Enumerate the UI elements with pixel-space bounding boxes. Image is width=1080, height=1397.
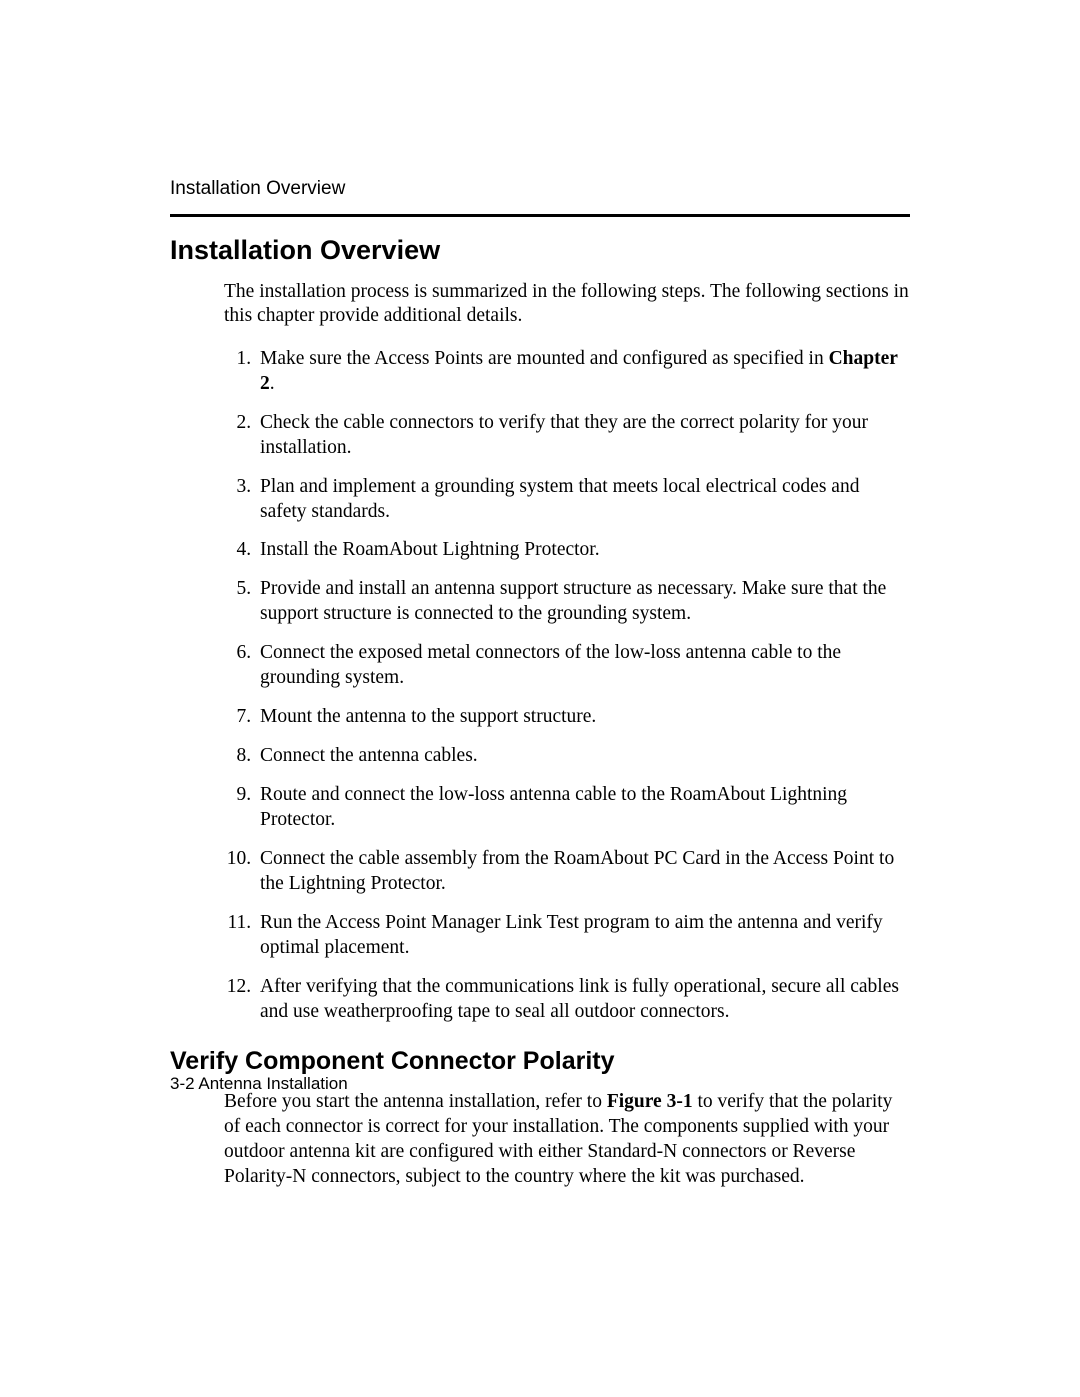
step-item: Run the Access Point Manager Link Test p… <box>256 911 910 961</box>
step-item: After verifying that the communications … <box>256 975 910 1025</box>
step-text: Install the RoamAbout Lightning Protecto… <box>260 539 600 560</box>
step-item: Connect the antenna cables. <box>256 744 910 769</box>
step-item: Check the cable connectors to verify tha… <box>256 411 910 461</box>
step-item: Connect the exposed metal connectors of … <box>256 641 910 691</box>
step-text: Mount the antenna to the support structu… <box>260 706 596 727</box>
step-item: Connect the cable assembly from the Roam… <box>256 847 910 897</box>
step-text: Run the Access Point Manager Link Test p… <box>260 912 883 958</box>
step-text: Connect the antenna cables. <box>260 745 478 766</box>
step-text: Connect the cable assembly from the Roam… <box>260 848 894 894</box>
intro-paragraph: The installation process is summarized i… <box>224 280 910 329</box>
step-text: Plan and implement a grounding system th… <box>260 476 859 522</box>
document-page: Installation Overview Installation Overv… <box>0 0 1080 1397</box>
step-item: Make sure the Access Points are mounted … <box>256 347 910 397</box>
subsection-paragraph: Before you start the antenna installatio… <box>224 1090 910 1190</box>
step-item: Route and connect the low-loss antenna c… <box>256 783 910 833</box>
running-head: Installation Overview <box>170 178 910 200</box>
step-text: After verifying that the communications … <box>260 976 899 1022</box>
subsection-bold: Figure 3-1 <box>607 1091 693 1112</box>
step-item: Provide and install an antenna support s… <box>256 577 910 627</box>
step-text: Connect the exposed metal connectors of … <box>260 642 841 688</box>
step-text: Route and connect the low-loss antenna c… <box>260 784 847 830</box>
step-text: Make sure the Access Points are mounted … <box>260 348 829 369</box>
step-text: Check the cable connectors to verify tha… <box>260 412 868 458</box>
step-text: . <box>270 373 275 394</box>
subsection-heading: Verify Component Connector Polarity <box>170 1047 910 1076</box>
step-item: Mount the antenna to the support structu… <box>256 705 910 730</box>
step-item: Install the RoamAbout Lightning Protecto… <box>256 538 910 563</box>
page-footer: 3-2 Antenna Installation <box>170 1074 348 1094</box>
header-rule <box>170 214 910 217</box>
section-heading: Installation Overview <box>170 235 910 266</box>
section-body: The installation process is summarized i… <box>224 280 910 1025</box>
steps-list: Make sure the Access Points are mounted … <box>224 347 910 1025</box>
step-item: Plan and implement a grounding system th… <box>256 475 910 525</box>
step-text: Provide and install an antenna support s… <box>260 578 886 624</box>
subsection-body: Before you start the antenna installatio… <box>224 1090 910 1190</box>
